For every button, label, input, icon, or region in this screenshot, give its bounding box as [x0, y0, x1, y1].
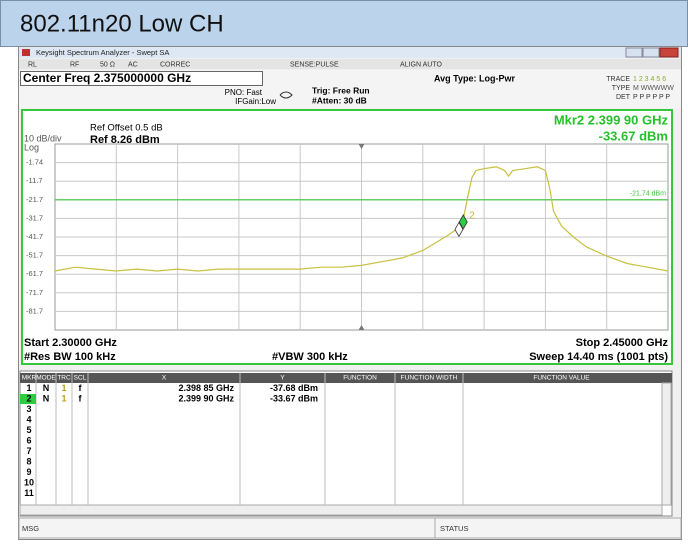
- status-item: AC: [128, 61, 138, 68]
- table-cell: f: [79, 393, 83, 403]
- status-item: CORREC: [160, 61, 190, 68]
- table-header: Y: [280, 375, 285, 382]
- table-header: MKR: [22, 375, 37, 382]
- table-cell: 3: [26, 404, 31, 414]
- type-label: TYPE: [612, 85, 631, 92]
- det-values: P P P P P P: [633, 94, 670, 101]
- status-row-bg: [19, 59, 681, 69]
- window-titlebar: [19, 47, 681, 58]
- table-header: FUNCTION VALUE: [533, 375, 590, 382]
- y-tick-label: -81.7: [26, 306, 43, 315]
- table-header: FUNCTION WIDTH: [401, 375, 458, 382]
- y-tick-label: -11.7: [26, 176, 43, 185]
- table-hscrollbar[interactable]: [19, 504, 663, 516]
- table-header: MODE: [36, 375, 56, 382]
- table-cell: f: [79, 383, 83, 393]
- table-cell: N: [43, 393, 50, 403]
- header-bar: [0, 0, 688, 47]
- status-label: STATUS: [440, 524, 468, 533]
- table-cell: N: [43, 383, 50, 393]
- marker-table: [19, 370, 673, 517]
- y-tick-label: -51.7: [26, 251, 43, 260]
- y-tick-label: -31.7: [26, 213, 43, 222]
- trace-label: TRACE: [606, 76, 630, 83]
- table-header: TRC: [57, 375, 71, 382]
- log-label: Log: [24, 142, 39, 152]
- app-icon: [22, 49, 30, 56]
- table-cell: 7: [26, 446, 31, 456]
- status-item: 50 Ω: [100, 61, 115, 68]
- table-header: FUNCTION: [343, 375, 377, 382]
- y-tick-label: -21.7: [26, 195, 43, 204]
- rbw: #Res BW 100 kHz: [24, 351, 116, 363]
- ref-offset: Ref Offset 0.5 dB: [90, 123, 163, 134]
- y-tick-label: -41.7: [26, 232, 43, 241]
- vbw: #VBW 300 kHz: [272, 351, 348, 363]
- status-bar: [18, 517, 682, 539]
- msg-label: MSG: [22, 524, 39, 533]
- status-item: RF: [70, 61, 79, 68]
- table-cell: 10: [24, 477, 34, 487]
- table-cell: 1: [61, 393, 66, 403]
- marker-readout-freq: Mkr2 2.399 90 GHz: [554, 112, 669, 127]
- table-header-bg: [20, 373, 672, 383]
- table-cell: 2.399 90 GHz: [178, 393, 234, 403]
- center-marker-bottom: [358, 325, 365, 330]
- ifgain: IFGain:Low: [235, 97, 276, 106]
- atten: #Atten: 30 dB: [312, 95, 367, 105]
- page-title: 802.11n20 Low CH: [20, 10, 224, 37]
- stop-freq: Stop 2.45000 GHz: [576, 337, 669, 349]
- det-label: DET: [616, 94, 631, 101]
- pno: PNO: Fast: [225, 88, 263, 97]
- type-values: M WWWWW: [633, 85, 674, 92]
- table-cell: 8: [26, 456, 31, 466]
- avg-type: Avg Type: Log-Pwr: [434, 73, 515, 83]
- table-cell: 1: [61, 383, 66, 393]
- y-tick-label: -61.7: [26, 269, 43, 278]
- table-cell: 5: [26, 425, 31, 435]
- trig-icon: [279, 91, 293, 99]
- table-cell: 2: [26, 393, 31, 403]
- table-cell: -37.68 dBm: [270, 383, 318, 393]
- marker-label: 2: [469, 211, 475, 222]
- window-title: Keysight Spectrum Analyzer - Swept SA: [36, 48, 169, 57]
- table-header: X: [162, 375, 167, 382]
- marker-readout-amp: -33.67 dBm: [599, 128, 668, 143]
- y-tick-label: -71.7: [26, 288, 43, 297]
- maximize-button[interactable]: [642, 47, 660, 58]
- minimize-button[interactable]: [625, 47, 643, 58]
- table-cell: 4: [26, 414, 31, 424]
- display-line-label: -21.74 dBm: [630, 191, 666, 198]
- close-button[interactable]: [659, 47, 679, 58]
- selected-marker-cell: [20, 394, 36, 404]
- status-item: RL: [28, 61, 37, 68]
- table-cell: 1: [26, 383, 31, 393]
- trig: Trig: Free Run: [312, 85, 370, 95]
- center-freq-box[interactable]: [20, 71, 263, 86]
- table-cell: 9: [26, 467, 31, 477]
- marker: [454, 221, 464, 238]
- table-cell: 6: [26, 435, 31, 445]
- status-item: ALIGN AUTO: [400, 61, 442, 68]
- ref-level: Ref 8.26 dBm: [90, 134, 160, 146]
- marker: [458, 214, 468, 230]
- status-item: SENSE:PULSE: [290, 61, 339, 68]
- table-cell: 2.398 85 GHz: [178, 383, 234, 393]
- y-tick-label: -1.74: [26, 158, 43, 167]
- center-freq: Center Freq 2.375000000 GHz: [23, 71, 191, 85]
- sweep: Sweep 14.40 ms (1001 pts): [529, 351, 668, 363]
- table-cell: 11: [24, 488, 34, 498]
- table-cell: -33.67 dBm: [270, 393, 318, 403]
- start-freq: Start 2.30000 GHz: [24, 337, 117, 349]
- center-marker-top: [358, 144, 365, 149]
- table-header: SCL: [74, 375, 87, 382]
- table-scrollbar[interactable]: [661, 382, 672, 506]
- scale: 10 dB/div: [24, 133, 62, 143]
- trace-values: 1 2 3 4 5 6: [633, 76, 666, 83]
